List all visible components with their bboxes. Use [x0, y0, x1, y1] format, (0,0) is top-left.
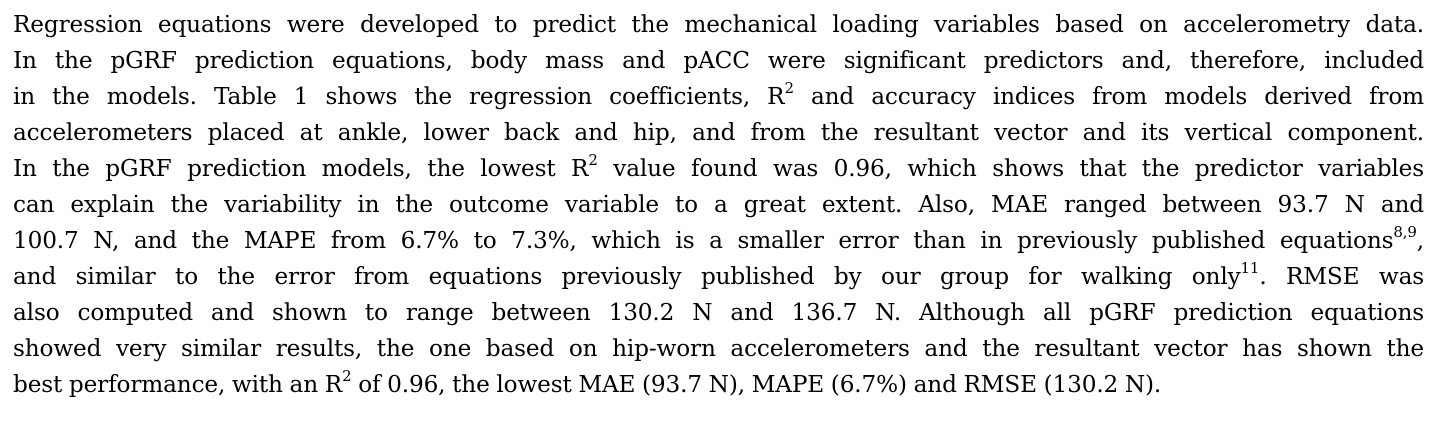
text-line-1: Regression equations were developed to p…	[13, 7, 1424, 43]
text-line-7: 100.7 N, and the MAPE from 6.7% to 7.3%,…	[13, 223, 1424, 259]
text-line-10: showed very similar results, the one bas…	[13, 331, 1424, 367]
text-span: and similar to the error from equations …	[13, 263, 1241, 290]
text-line-8: and similar to the error from equations …	[13, 259, 1424, 295]
text-span: showed very similar results, the one bas…	[13, 335, 1424, 362]
results-paragraph: Regression equations were developed to p…	[13, 7, 1424, 403]
citation-superscript: 11	[1240, 259, 1260, 278]
superscript: 2	[588, 151, 598, 170]
text-span: accelerometers placed at ankle, lower ba…	[13, 119, 1424, 146]
text-span: of 0.96, the lowest MAE (93.7 N), MAPE (…	[351, 371, 1162, 398]
text-span: in the models. Table 1 shows the regress…	[13, 83, 785, 110]
text-line-5: In the pGRF prediction models, the lowes…	[13, 151, 1424, 187]
text-line-6: can explain the variability in the outco…	[13, 187, 1424, 223]
citation-superscript: 8,9	[1393, 223, 1417, 242]
text-span: Regression equations were developed to p…	[13, 11, 1424, 38]
superscript: 2	[784, 79, 794, 98]
text-span: best performance, with an R	[13, 371, 343, 398]
text-span: can explain the variability in the outco…	[13, 191, 1424, 218]
text-span: value found was 0.96, which shows that t…	[597, 155, 1424, 182]
text-line-9: also computed and shown to range between…	[13, 295, 1424, 331]
text-line-2: In the pGRF prediction equations, body m…	[13, 43, 1424, 79]
text-span: . RMSE was	[1259, 263, 1424, 290]
text-span: 100.7 N, and the MAPE from 6.7% to 7.3%,…	[13, 227, 1394, 254]
text-line-4: accelerometers placed at ankle, lower ba…	[13, 115, 1424, 151]
text-span: In the pGRF prediction equations, body m…	[13, 47, 1424, 74]
text-line-3: in the models. Table 1 shows the regress…	[13, 79, 1424, 115]
text-span: also computed and shown to range between…	[13, 299, 1424, 326]
text-line-11: best performance, with an R2 of 0.96, th…	[13, 367, 1424, 403]
superscript: 2	[342, 367, 352, 386]
text-span: ,	[1416, 227, 1424, 254]
text-span: and accuracy indices from models derived…	[793, 83, 1424, 110]
text-span: In the pGRF prediction models, the lowes…	[13, 155, 589, 182]
